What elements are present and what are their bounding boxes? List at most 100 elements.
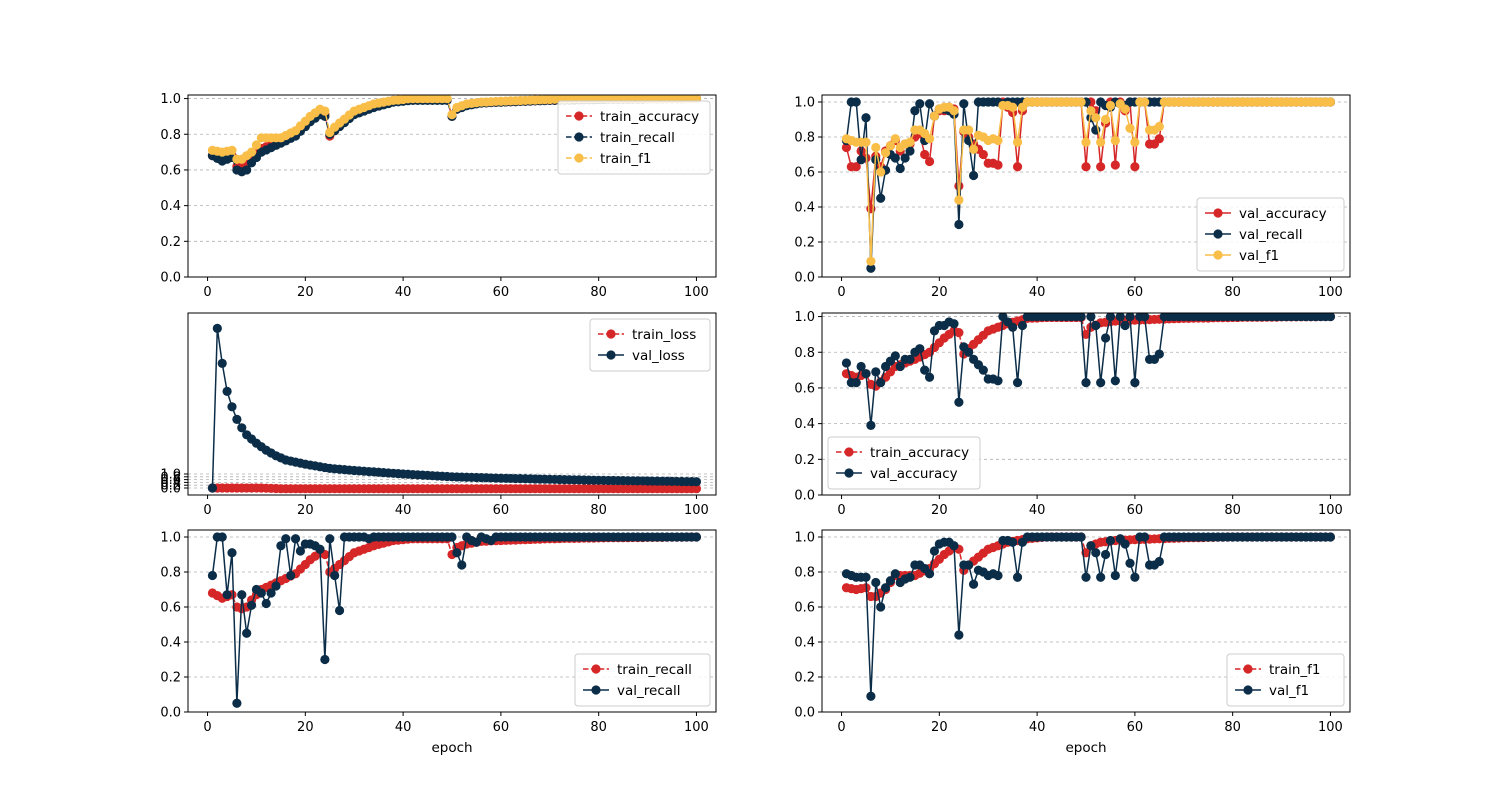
data-point (861, 572, 871, 582)
data-point (217, 532, 227, 542)
y-tick-label: 0.6 (160, 601, 181, 616)
data-point (861, 369, 871, 379)
x-tick-label: 0 (837, 720, 845, 735)
series-val-f1 (841, 532, 1336, 701)
data-point (207, 570, 218, 581)
legend-label: val_f1 (1239, 248, 1279, 264)
data-point (1012, 572, 1023, 582)
y-tick-label: 1.0 (794, 310, 815, 325)
data-point (871, 142, 881, 153)
y-tick-label: 0.6 (160, 163, 181, 178)
data-point (1096, 137, 1106, 147)
data-point (1125, 558, 1135, 568)
data-point (452, 548, 462, 558)
data-point (1081, 137, 1091, 147)
x-tick-label: 60 (493, 285, 510, 300)
axes-frame (187, 94, 717, 278)
legend-label: val_accuracy (1239, 206, 1327, 222)
y-tick-label: 0.2 (160, 479, 181, 494)
data-point (949, 319, 959, 329)
data-point (856, 155, 866, 165)
chart-loss: 0 20 40 60 80 100 0.00.20.40.60.81.0 train_loss… (160, 312, 717, 518)
data-point (890, 569, 900, 579)
legend: train_recall val_recall (574, 653, 711, 707)
data-point (334, 605, 345, 616)
data-point (968, 170, 979, 181)
data-point (978, 365, 988, 375)
y-tick-label: 1.0 (794, 96, 815, 111)
data-point (929, 546, 940, 556)
y-tick-label: 0.8 (160, 128, 181, 143)
data-point (1125, 123, 1135, 133)
y-tick-label: 0.0 (160, 271, 181, 286)
data-point (1081, 329, 1091, 340)
y-tick-label: 1.0 (160, 92, 181, 107)
data-point (1105, 535, 1116, 546)
data-point (212, 323, 222, 333)
data-point (1120, 320, 1130, 331)
data-point (251, 140, 262, 150)
y-tick-label: 0.4 (794, 201, 815, 216)
data-point (1130, 377, 1140, 388)
data-point (1100, 114, 1111, 125)
y-tick-label: 0.2 (794, 671, 815, 686)
y-tick-label: 0.8 (160, 566, 181, 581)
data-point (256, 588, 266, 598)
data-point (1076, 97, 1086, 107)
x-tick-label: 40 (1029, 503, 1046, 518)
data-point (1140, 532, 1150, 542)
y-tick-label: 0.2 (160, 235, 181, 250)
data-point (978, 149, 988, 160)
data-point (1105, 313, 1116, 322)
y-tick-label: 0.0 (794, 706, 815, 721)
legend-swatch-marker (1213, 229, 1223, 239)
data-point (905, 572, 915, 582)
data-point (691, 532, 702, 542)
data-point (207, 483, 218, 493)
data-point (993, 160, 1003, 170)
legend: train_accuracy train_recall train_f1 (557, 100, 711, 175)
data-point (1100, 549, 1111, 560)
y-tick-label: 0.6 (794, 166, 815, 181)
x-tick-label: 100 (684, 720, 709, 735)
data-point (1110, 160, 1120, 170)
plot-area (841, 313, 1336, 431)
chart-accuracy: 0 20 40 60 80 100 0.0 0.2 0.4 0.6 0.8 1.0 train_accu… (794, 310, 1351, 518)
legend: train_f1 val_f1 (1226, 653, 1345, 707)
legend-label: train_accuracy (870, 445, 969, 461)
x-tick-label: 0 (203, 285, 211, 300)
data-point (910, 106, 920, 116)
legend-swatch-marker (591, 685, 601, 695)
data-point (1130, 162, 1140, 172)
data-point (924, 372, 935, 382)
data-point (876, 602, 886, 612)
data-point (895, 361, 905, 372)
data-point (949, 106, 959, 116)
series-val-f1 (841, 97, 1336, 266)
y-tick-label: 0.4 (794, 417, 815, 432)
y-tick-label: 0.8 (794, 131, 815, 146)
data-point (993, 135, 1003, 146)
x-tick-label: 80 (1224, 285, 1241, 300)
legend-box (827, 436, 981, 490)
legend-swatch-marker (1243, 685, 1253, 695)
legend-label: val_accuracy (870, 466, 958, 482)
plot-area (841, 97, 1336, 273)
legend-label: val_recall (1239, 227, 1303, 243)
data-point (261, 598, 271, 609)
series-val-recall (207, 532, 702, 708)
legend-swatch-marker (1213, 208, 1223, 218)
legend-label: val_loss (632, 348, 685, 364)
legend-swatch-marker (574, 111, 584, 121)
data-point (851, 377, 861, 388)
x-tick-label: 80 (1224, 503, 1241, 518)
legend: val_accuracy val_recall val_f1 (1196, 197, 1345, 272)
y-tick-label: 1.0 (794, 531, 815, 546)
data-point (1076, 313, 1086, 322)
legend-swatch-marker (606, 350, 616, 360)
data-point (1154, 349, 1164, 359)
data-point (442, 95, 452, 104)
data-point (861, 137, 871, 147)
legend-swatch-marker (844, 468, 854, 478)
series-val-accuracy (841, 313, 1336, 431)
